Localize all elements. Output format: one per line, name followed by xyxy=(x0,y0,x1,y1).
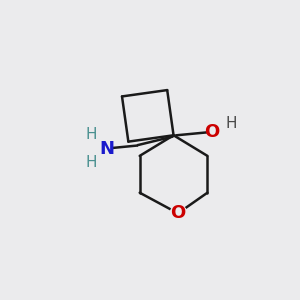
Text: H: H xyxy=(85,155,97,170)
Text: O: O xyxy=(170,204,186,222)
Text: N: N xyxy=(100,140,115,158)
Text: O: O xyxy=(204,123,220,141)
Text: H: H xyxy=(225,116,237,131)
Text: H: H xyxy=(85,127,97,142)
